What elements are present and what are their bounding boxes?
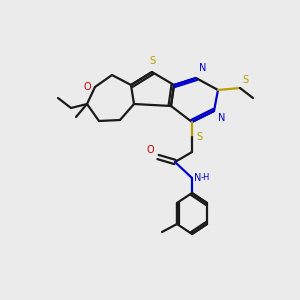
Text: -H: -H xyxy=(201,173,210,182)
Text: N: N xyxy=(218,113,225,123)
Text: S: S xyxy=(149,56,155,66)
Text: N: N xyxy=(199,63,206,73)
Text: O: O xyxy=(146,145,154,155)
Text: S: S xyxy=(196,132,202,142)
Text: N: N xyxy=(194,173,201,183)
Text: S: S xyxy=(242,75,248,85)
Text: O: O xyxy=(83,82,91,92)
